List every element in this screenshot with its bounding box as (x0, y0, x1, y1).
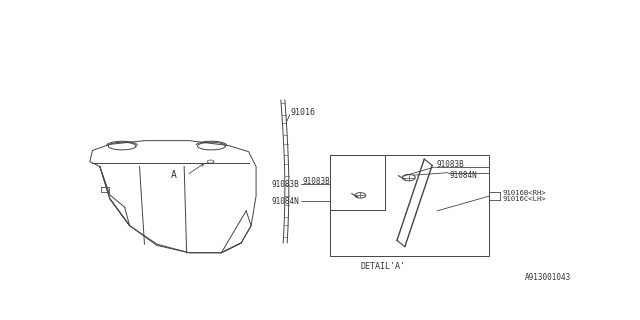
Bar (330, 156, 489, 256)
Text: DETAIL'A': DETAIL'A' (360, 262, 405, 271)
Bar (330, 156, 385, 210)
Text: 91084N: 91084N (272, 196, 300, 205)
Text: 91084N: 91084N (449, 171, 477, 180)
Text: 91016: 91016 (291, 108, 316, 117)
Text: 91083B: 91083B (272, 180, 300, 189)
Text: 91016B<RH>: 91016B<RH> (502, 190, 546, 196)
Text: A913001043: A913001043 (525, 273, 571, 282)
Text: 91083B: 91083B (436, 160, 464, 169)
Text: 91083B: 91083B (303, 177, 330, 186)
Text: 91016C<LH>: 91016C<LH> (502, 196, 546, 202)
Text: A: A (171, 170, 177, 180)
